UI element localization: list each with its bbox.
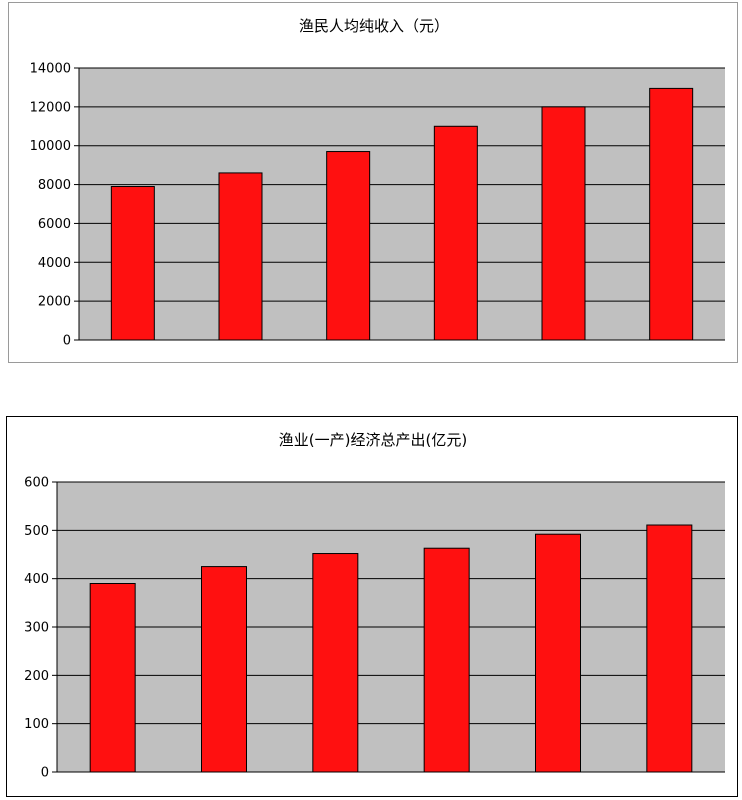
chart-1-bar-1 [110,186,155,341]
chart-2-y-tick-label: 500 [24,524,49,539]
chart-1-plot-area [79,68,725,340]
chart-2-y-tick-label: 0 [41,766,49,781]
chart-2-bar-2 [201,566,247,773]
chart-1-bar-6 [649,87,694,341]
chart-1-bar-5 [541,106,586,341]
chart-1-y-tick-label: 2000 [38,295,71,310]
chart-1-svg: 渔民人均纯收入（元） 0 2000 4000 6000 8000 10000 12000 14… [30,17,725,349]
chart-1-bar-3 [326,151,371,341]
chart-2-bar-1 [89,583,136,773]
chart-1-y-tick-label: 12000 [30,100,71,115]
chart-1-y-tick-label: 10000 [30,139,71,154]
chart-1-y-tick-label: 6000 [38,217,71,232]
chart-1-bar-2 [218,172,263,341]
chart-2-y-tick-label: 400 [24,572,49,587]
chart-1-y-tick-label: 4000 [38,256,71,271]
chart-1-y-tick-label: 8000 [38,178,71,193]
chart-2-svg: 渔业(一产)经济总产出(亿元) 0 100 200 300 400 500 600 [24,431,725,781]
chart-fisherman-income: 渔民人均纯收入（元） 0 2000 4000 6000 8000 10000 12000 14… [8,2,738,363]
chart-2-y-tick-label: 300 [24,621,49,636]
chart-1-bar-4 [433,125,478,341]
chart-2-bar-6 [646,524,693,773]
chart-2-y-tick-label: 600 [24,476,49,491]
chart-2-bar-5 [535,533,581,773]
chart-1-title: 渔民人均纯收入（元） [299,17,449,35]
chart-2-y-tick-label: 100 [24,717,49,732]
chart-2-y-tick-label: 200 [24,669,49,684]
chart-1-y-tick-label: 0 [63,334,71,349]
chart-2-bar-4 [423,547,470,773]
chart-1-y-tick-label: 14000 [30,62,71,77]
chart-2-title: 渔业(一产)经济总产出(亿元) [279,431,467,449]
chart-2-bar-3 [312,553,359,773]
chart-fishery-output: 渔业(一产)经济总产出(亿元) 0 100 200 300 400 500 600 [6,416,738,797]
